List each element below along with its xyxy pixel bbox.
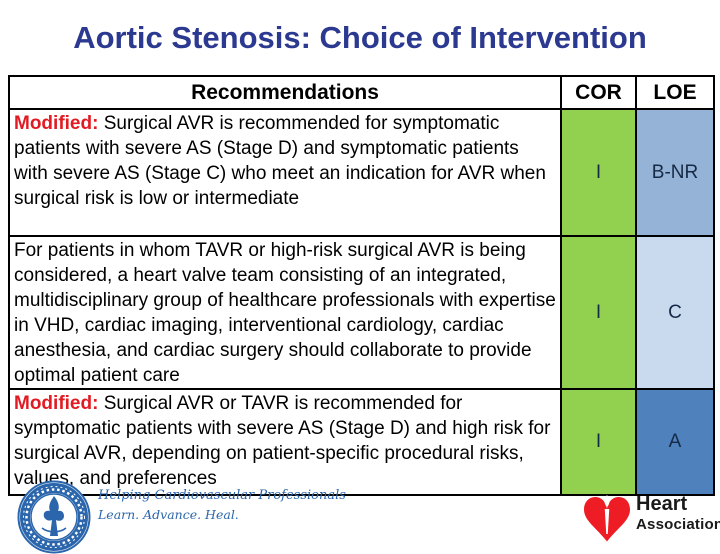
- recommendation-cell: Modified: Surgical AVR or TAVR is recomm…: [8, 388, 562, 496]
- table-row: Modified: Surgical AVR is recommended fo…: [8, 108, 715, 237]
- recommendation-text: For patients in whom TAVR or high-risk s…: [14, 240, 556, 386]
- acc-tagline-line1: Helping Cardiovascular Professionals: [98, 488, 346, 503]
- modified-label: Modified:: [14, 393, 99, 414]
- aha-wordmark: Heart Association®: [636, 494, 720, 532]
- acc-seal-icon: [17, 480, 91, 554]
- loe-value-cell: A: [635, 388, 715, 496]
- acc-tagline: Helping Cardiovascular Professionals Lea…: [98, 486, 346, 524]
- table-header-row: Recommendations COR LOE: [8, 75, 715, 110]
- table-row: Modified: Surgical AVR or TAVR is recomm…: [8, 388, 715, 496]
- column-header-cor: COR: [560, 75, 637, 110]
- recommendation-cell: For patients in whom TAVR or high-risk s…: [8, 235, 562, 390]
- cor-value-cell: I: [560, 108, 637, 237]
- aha-wordmark-line2: Association®: [636, 516, 720, 533]
- column-header-recommendations: Recommendations: [8, 75, 562, 110]
- recommendation-cell: Modified: Surgical AVR is recommended fo…: [8, 108, 562, 237]
- recommendation-text: Surgical AVR is recommended for symptoma…: [14, 113, 546, 209]
- cor-value-cell: I: [560, 388, 637, 496]
- recommendations-table: Recommendations COR LOE Modified: Surgic…: [8, 75, 715, 496]
- page-title: Aortic Stenosis: Choice of Intervention: [73, 20, 647, 55]
- aha-wordmark-line1: Heart: [636, 493, 688, 515]
- loe-value-cell: B-NR: [635, 108, 715, 237]
- table-row: For patients in whom TAVR or high-risk s…: [8, 235, 715, 390]
- aha-heart-torch-icon: [584, 495, 630, 542]
- cor-value-cell: I: [560, 235, 637, 390]
- acc-tagline-line2: Learn. Advance. Heal.: [98, 507, 239, 522]
- column-header-loe: LOE: [635, 75, 715, 110]
- modified-label: Modified:: [14, 113, 99, 134]
- loe-value-cell: C: [635, 235, 715, 390]
